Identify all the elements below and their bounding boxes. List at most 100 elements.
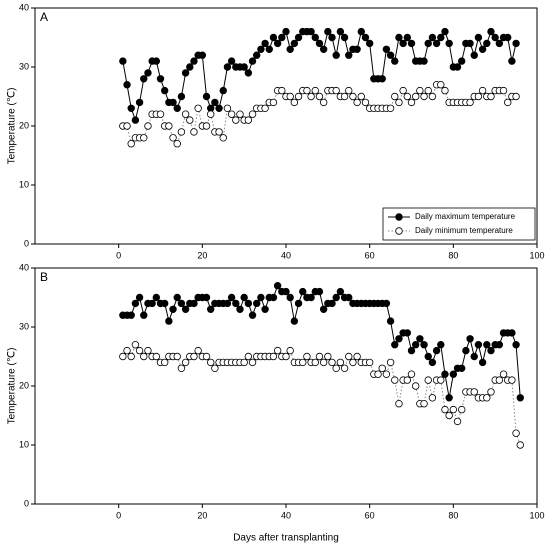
data-point — [340, 364, 349, 372]
data-point — [269, 98, 278, 107]
data-point — [470, 352, 478, 361]
data-point — [127, 139, 135, 148]
data-point — [135, 98, 144, 107]
y-tick-label: 30 — [19, 61, 29, 71]
data-point — [206, 305, 215, 313]
data-point — [428, 394, 437, 402]
data-point — [411, 382, 420, 390]
data-point — [386, 358, 395, 367]
data-point — [215, 128, 223, 136]
data-point — [349, 92, 357, 101]
y-tick-label: 20 — [19, 380, 29, 390]
data-point — [311, 358, 319, 367]
data-point — [240, 358, 248, 367]
data-point — [361, 33, 370, 42]
data-point — [395, 400, 403, 408]
data-point — [328, 299, 336, 308]
data-point — [123, 346, 131, 355]
y-tick-label: 10 — [19, 439, 29, 449]
data-point — [483, 341, 491, 349]
data-point — [319, 45, 328, 53]
data-point — [432, 346, 441, 355]
data-point — [462, 346, 470, 355]
data-point — [140, 134, 148, 142]
data-point — [261, 104, 269, 112]
data-point — [319, 98, 328, 107]
data-point — [395, 335, 403, 343]
data-point — [152, 352, 161, 361]
data-point — [173, 104, 181, 112]
data-point — [386, 51, 395, 59]
data-point — [315, 92, 324, 101]
data-point — [441, 86, 449, 95]
data-point — [495, 341, 504, 349]
data-point — [273, 282, 282, 290]
data-point — [411, 341, 420, 349]
data-point — [223, 104, 232, 112]
data-point — [458, 57, 466, 65]
data-point — [428, 33, 437, 42]
data-point — [345, 86, 353, 95]
data-point — [190, 57, 198, 65]
data-point — [478, 45, 487, 53]
data-point — [374, 370, 382, 378]
data-point — [244, 352, 253, 361]
data-point — [261, 39, 269, 48]
data-point — [127, 104, 135, 112]
data-point — [353, 352, 361, 361]
data-point — [311, 33, 319, 42]
data-point — [474, 92, 483, 101]
data-point — [391, 376, 399, 384]
data-point — [391, 341, 399, 349]
data-point — [286, 346, 294, 355]
data-point — [144, 69, 152, 77]
data-point — [504, 98, 512, 107]
data-point — [332, 293, 340, 302]
data-point — [407, 98, 416, 107]
data-point — [487, 92, 495, 101]
data-point — [365, 358, 374, 367]
data-point — [169, 305, 177, 313]
data-point — [386, 104, 395, 112]
data-point — [424, 39, 432, 48]
data-point — [232, 299, 240, 308]
data-point — [474, 33, 483, 42]
data-point — [294, 33, 303, 42]
data-point — [140, 311, 148, 319]
data-point — [399, 39, 407, 48]
data-point — [181, 110, 190, 118]
data-point — [286, 92, 294, 101]
data-point — [441, 27, 449, 36]
data-point — [232, 116, 240, 124]
data-point — [248, 311, 257, 319]
data-point — [181, 358, 190, 367]
data-point — [340, 92, 349, 101]
data-point — [420, 92, 428, 101]
data-point — [253, 51, 261, 59]
data-point — [361, 98, 370, 107]
data-point — [177, 364, 186, 372]
data-point — [152, 293, 161, 302]
data-point — [244, 69, 253, 77]
data-point — [269, 293, 278, 302]
data-point — [332, 86, 340, 95]
y-tick-label: 20 — [19, 120, 29, 130]
data-point — [470, 51, 478, 59]
data-point — [420, 341, 428, 349]
legend-marker — [395, 213, 403, 221]
data-point — [307, 92, 315, 101]
data-point — [353, 45, 361, 53]
data-point — [265, 45, 273, 53]
data-point — [194, 346, 202, 355]
data-point — [144, 346, 152, 355]
data-point — [282, 27, 290, 36]
data-point — [328, 33, 336, 42]
data-point — [160, 358, 169, 367]
data-point — [299, 358, 307, 367]
x-tick-label: 80 — [448, 250, 458, 260]
x-tick-label: 20 — [197, 510, 207, 520]
data-point — [202, 122, 211, 130]
data-point — [169, 134, 177, 142]
data-point — [282, 352, 290, 361]
data-point — [453, 417, 462, 426]
